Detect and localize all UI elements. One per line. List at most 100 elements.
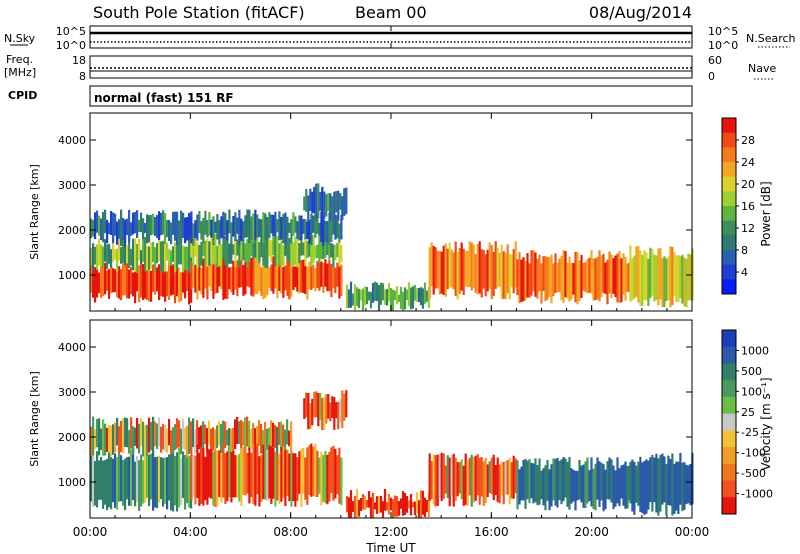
data-cell <box>192 223 195 246</box>
data-cell <box>270 240 273 263</box>
data-cell <box>292 212 295 236</box>
data-cell <box>104 239 107 262</box>
data-cell <box>309 188 312 211</box>
data-cell <box>432 454 435 505</box>
data-cell <box>458 462 461 494</box>
data-cell <box>166 242 169 261</box>
data-cell <box>482 250 485 289</box>
data-cell <box>604 469 607 510</box>
data-cell <box>254 428 257 450</box>
data-cell <box>92 268 95 298</box>
data-cell <box>570 263 573 300</box>
data-cell <box>548 257 551 297</box>
data-cell <box>184 246 187 270</box>
data-cell <box>114 269 117 293</box>
data-cell <box>506 244 509 294</box>
data-cell <box>96 419 99 448</box>
data-cell <box>176 267 179 297</box>
data-cell <box>226 451 229 502</box>
data-band <box>303 183 348 222</box>
noise-panel: N.Sky 10^5 10^0 10^5 10^0 N.Search <box>4 25 796 52</box>
data-cell <box>448 242 451 288</box>
colorbar-segment <box>722 380 736 398</box>
data-cell <box>240 258 243 288</box>
data-cell <box>320 261 323 287</box>
data-cell <box>114 213 117 236</box>
colorbar-segment <box>722 235 736 251</box>
data-cell <box>176 240 179 271</box>
data-cell <box>222 420 225 457</box>
data-cell <box>98 460 101 500</box>
data-cell <box>306 240 309 258</box>
data-cell <box>266 237 269 269</box>
data-cell <box>150 270 153 302</box>
data-cell <box>166 271 169 297</box>
data-band <box>516 250 631 305</box>
data-cell <box>138 238 141 261</box>
data-cell <box>154 421 157 446</box>
colorbar-tick-label: 28 <box>741 134 755 147</box>
data-cell <box>220 423 223 456</box>
data-cell <box>274 211 277 236</box>
data-band <box>190 209 343 246</box>
data-cell <box>206 220 209 238</box>
data-cell <box>138 219 141 233</box>
data-cell <box>282 267 285 298</box>
data-cell <box>102 460 105 509</box>
data-cell <box>596 457 599 500</box>
data-cell <box>238 453 241 502</box>
data-cell <box>252 254 255 297</box>
data-cell <box>140 212 143 233</box>
data-cell <box>104 262 107 295</box>
cpid-label: CPID <box>8 89 37 102</box>
data-band <box>345 281 431 311</box>
data-cell <box>314 443 317 498</box>
data-cell <box>256 254 259 295</box>
data-cell <box>612 465 615 510</box>
data-cell <box>250 257 253 296</box>
data-cell <box>316 214 319 234</box>
data-cell <box>310 443 313 497</box>
data-cell <box>284 212 287 245</box>
data-cell <box>311 398 314 426</box>
data-cell <box>168 418 171 446</box>
data-cell <box>294 236 297 265</box>
data-cell <box>401 491 405 516</box>
data-cell <box>144 448 147 503</box>
data-cell <box>415 492 419 514</box>
data-cell <box>544 256 547 302</box>
data-cell <box>98 418 101 456</box>
data-cell <box>322 241 325 260</box>
data-cell <box>347 289 351 308</box>
colorbar-tick-label: 24 <box>741 156 755 169</box>
data-cell <box>234 261 237 290</box>
data-cell <box>184 455 187 510</box>
data-cell <box>182 260 185 293</box>
data-cell <box>494 241 497 289</box>
data-cell <box>307 195 310 222</box>
data-cell <box>446 455 449 498</box>
data-cell <box>302 259 305 293</box>
data-cell <box>186 425 189 458</box>
data-cell <box>264 213 267 241</box>
data-cell <box>338 264 341 299</box>
data-cell <box>182 419 185 449</box>
data-cell <box>112 458 115 503</box>
data-cell <box>198 427 201 450</box>
data-cell <box>322 455 325 502</box>
data-cell <box>681 462 684 512</box>
noise-left-tick-bottom: 10^0 <box>56 39 86 52</box>
data-cell <box>655 453 658 513</box>
data-cell <box>260 267 263 296</box>
colorbar-tick-label: 16 <box>741 200 755 213</box>
data-cell <box>516 460 519 510</box>
colorbar-segment <box>722 396 736 415</box>
data-cell <box>329 193 332 222</box>
y-tick-label: 2000 <box>58 431 86 444</box>
data-cell <box>669 246 672 308</box>
data-cell <box>96 269 99 298</box>
x-tick-label: 04:00 <box>173 525 208 539</box>
data-cell <box>166 219 169 238</box>
data-cell <box>677 461 680 514</box>
data-cell <box>276 235 279 264</box>
